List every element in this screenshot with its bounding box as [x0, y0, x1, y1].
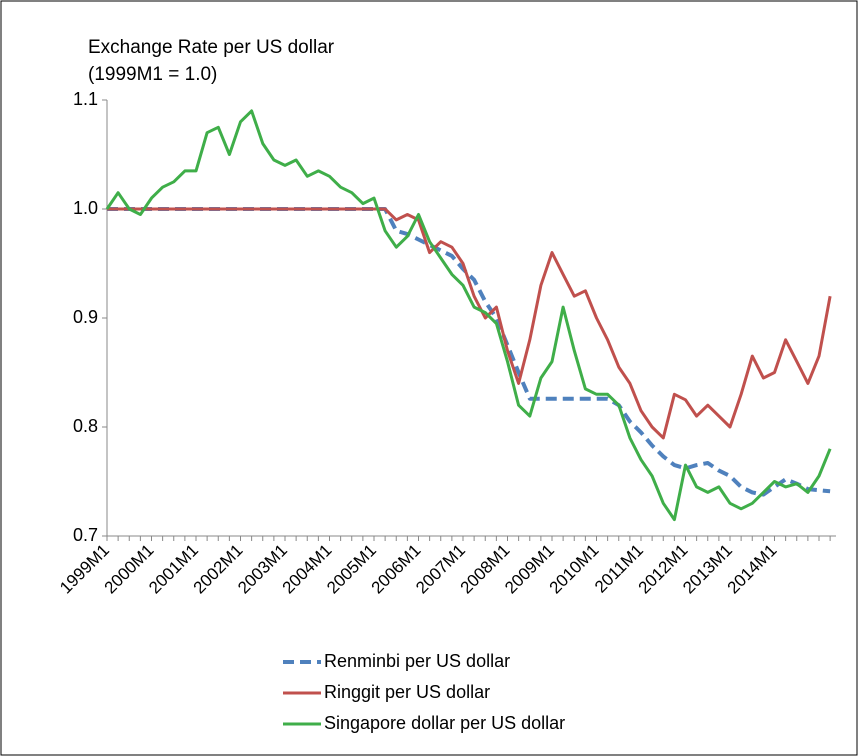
- y-tick-label: 1.0: [73, 198, 98, 218]
- y-tick-label: 1.1: [73, 89, 98, 109]
- series-line: [105, 109, 832, 522]
- y-tick-label: 0.7: [73, 525, 98, 545]
- y-tick-label: 0.9: [73, 307, 98, 327]
- legend-label: Singapore dollar per US dollar: [324, 713, 565, 733]
- legend-label: Ringgit per US dollar: [324, 682, 490, 702]
- chart-title: Exchange Rate per US dollar: [88, 37, 335, 58]
- legend-label: Renminbi per US dollar: [324, 651, 510, 671]
- series-line: [107, 207, 832, 440]
- y-tick-label: 0.8: [73, 416, 98, 436]
- chart-subtitle: (1999M1 = 1.0): [88, 64, 217, 85]
